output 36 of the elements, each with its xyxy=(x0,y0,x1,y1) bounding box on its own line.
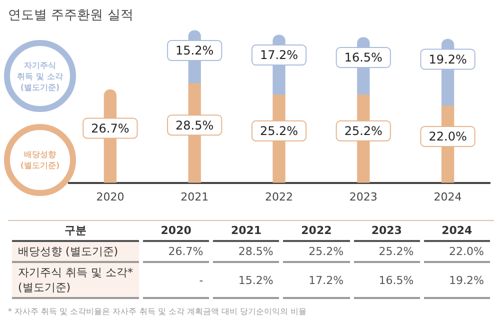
data-label: 15.2% xyxy=(176,44,214,58)
category-label: 2023 xyxy=(371,224,402,237)
category-label: 2024 xyxy=(442,224,472,237)
text: 22.0% xyxy=(449,245,484,258)
text: * 자사주 취득 및 소각비율은 자사주 취득 및 소각 계획금액 대비 당기순이익의 비율 xyxy=(8,306,307,317)
text: 15.2% xyxy=(238,274,274,286)
data-label: 19.2% xyxy=(428,52,467,66)
text: 자기주식 취득 및 소각* (별도기준) xyxy=(12,263,139,299)
data-label: 26.7% xyxy=(91,121,130,136)
chart-title: 연도별 주주환원 실적 xyxy=(8,7,134,24)
x-tick-label: 2022 xyxy=(265,190,293,204)
text: 25.2% xyxy=(308,245,344,258)
x-tick-label: 2023 xyxy=(349,190,378,204)
text: 구분 xyxy=(12,221,139,242)
text: 17.2% xyxy=(308,274,344,286)
category-label: 2022 xyxy=(301,224,332,237)
data-label: 16.5% xyxy=(344,50,382,65)
data-label: 28.5% xyxy=(176,118,214,132)
text: 26.7% xyxy=(168,245,204,258)
category-label: 2021 xyxy=(230,224,262,237)
data-label: 25.2% xyxy=(344,124,382,138)
text: 배당성향 (별도기준) xyxy=(4,124,76,196)
text: 28.5% xyxy=(238,245,274,258)
data-label: 22.0% xyxy=(428,130,467,144)
x-tick-label: 2021 xyxy=(180,190,209,204)
text: 자기주식 취득 및 소각 (별도기준) xyxy=(4,40,76,112)
data-label: 25.2% xyxy=(260,124,298,138)
x-tick-label: 2024 xyxy=(434,190,462,204)
text: 배당성향 (별도기준) xyxy=(12,242,139,263)
text: 16.5% xyxy=(378,274,414,286)
data-label: 17.2% xyxy=(260,48,298,62)
text: - xyxy=(199,274,204,286)
text: 25.2% xyxy=(378,245,414,258)
text: 19.2% xyxy=(449,274,484,286)
x-tick-label: 2020 xyxy=(96,190,124,204)
category-label: 2020 xyxy=(160,224,192,237)
